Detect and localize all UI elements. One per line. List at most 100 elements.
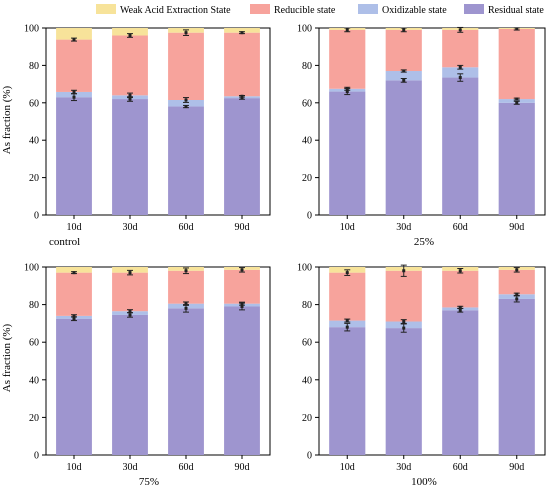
error-marker [515, 101, 519, 105]
error-marker [240, 96, 244, 100]
legend-label: Residual state [488, 5, 544, 16]
y-tick-label: 20 [29, 413, 39, 424]
bar-segment [112, 267, 148, 273]
bar-segment [385, 328, 422, 455]
x-tick-label: 10d [67, 222, 82, 233]
x-tick-label: 90d [235, 222, 250, 233]
plot-frame [45, 266, 271, 456]
bar-segment [224, 32, 260, 97]
bar-segment [329, 327, 366, 455]
error-marker [72, 317, 76, 321]
bar-segment [224, 98, 260, 215]
panel-caption: 25% [414, 236, 434, 248]
plot-frame [318, 27, 546, 216]
error-marker [345, 319, 349, 323]
legend-swatch [96, 4, 116, 14]
error-marker [72, 314, 76, 318]
chart-panel-75pct: As fraction (%) 75% 0 20 40 60 80 100 10d 30d 60… [1, 263, 271, 488]
bar-segment [442, 310, 479, 455]
y-tick-label: 100 [297, 263, 312, 274]
bar-segment [385, 80, 422, 215]
error-marker [458, 65, 462, 69]
bar-segment [168, 99, 204, 107]
error-marker [458, 28, 462, 32]
error-marker [402, 78, 406, 82]
x-tick-label: 90d [235, 462, 250, 473]
panel-caption: 75% [139, 476, 159, 488]
error-marker [458, 269, 462, 273]
error-marker [515, 97, 519, 101]
error-marker [184, 31, 188, 35]
y-tick-label: 100 [297, 24, 312, 35]
y-tick-label: 20 [302, 413, 312, 424]
error-marker [128, 313, 132, 317]
error-marker [128, 309, 132, 313]
x-tick-label: 30d [396, 462, 411, 473]
y-tick-label: 40 [29, 136, 39, 147]
x-tick-label: 90d [509, 462, 524, 473]
legend-label: Reducible state [274, 5, 336, 16]
bar-segment [329, 272, 366, 321]
error-marker [345, 87, 349, 91]
y-tick-label: 80 [302, 61, 312, 72]
bar-segment [112, 99, 148, 215]
bar-segment [168, 106, 204, 215]
x-tick-label: 30d [123, 462, 138, 473]
error-marker [402, 269, 406, 273]
y-tick-label: 100 [24, 24, 39, 35]
bar-segment [498, 298, 535, 455]
y-tick-label: 0 [307, 451, 312, 462]
error-marker [240, 268, 244, 272]
bar-segment [112, 272, 148, 312]
error-marker [240, 94, 244, 98]
x-tick-label: 60d [453, 222, 468, 233]
bar-segment [56, 272, 92, 316]
error-marker [402, 320, 406, 324]
error-marker [345, 90, 349, 94]
y-tick-label: 80 [29, 61, 39, 72]
x-tick-label: 10d [340, 462, 355, 473]
error-marker [345, 271, 349, 275]
error-marker [515, 297, 519, 301]
bar-segment [56, 39, 92, 92]
error-marker [128, 271, 132, 275]
legend-swatch [358, 4, 378, 14]
bar-segment [56, 97, 92, 215]
bar-segment [329, 29, 366, 89]
bar-segment [112, 314, 148, 455]
x-tick-label: 60d [453, 462, 468, 473]
bar-segment [224, 269, 260, 304]
error-marker [184, 302, 188, 306]
bar-segment [442, 270, 479, 308]
y-tick-label: 20 [29, 173, 39, 184]
bar-segment [442, 67, 479, 78]
bar-segment [498, 28, 535, 100]
panel-caption: 100% [411, 476, 437, 488]
y-tick-label: 40 [302, 375, 312, 386]
error-marker [402, 28, 406, 32]
bar-segment [385, 270, 422, 322]
plot-frame [45, 27, 271, 216]
error-marker [458, 76, 462, 80]
error-marker [184, 269, 188, 273]
bar-segment [329, 91, 366, 215]
bar-segment [442, 77, 479, 216]
error-marker [240, 31, 244, 35]
error-marker [184, 105, 188, 109]
x-tick-label: 10d [340, 222, 355, 233]
bar-segment [442, 29, 479, 68]
y-tick-label: 0 [34, 451, 39, 462]
x-tick-label: 30d [123, 222, 138, 233]
error-marker [402, 69, 406, 73]
error-marker [240, 304, 244, 308]
bar-segment [385, 71, 422, 81]
y-tick-label: 20 [302, 173, 312, 184]
y-axis-label: As fraction (%) [1, 323, 13, 392]
x-tick-label: 60d [179, 222, 194, 233]
error-marker [458, 308, 462, 312]
error-marker [515, 292, 519, 296]
error-marker [184, 98, 188, 102]
bar-segment [224, 28, 260, 33]
y-tick-label: 60 [302, 338, 312, 349]
